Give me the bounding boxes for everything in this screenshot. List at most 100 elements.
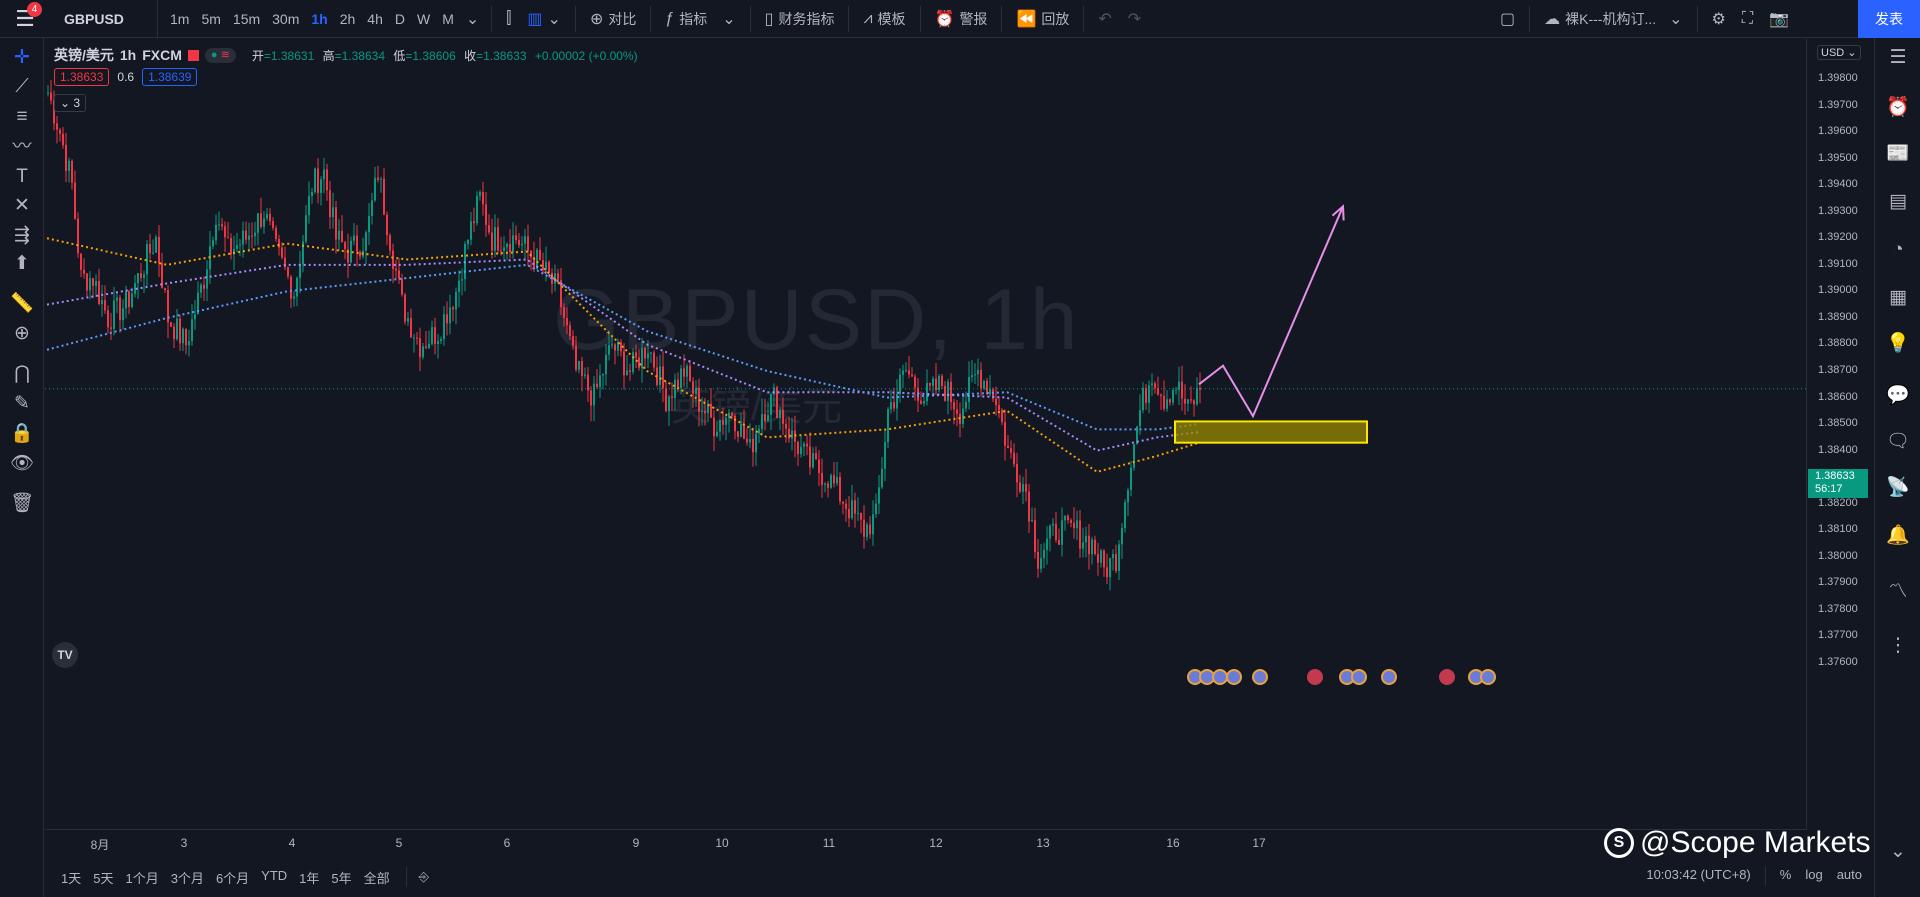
event-marker-uk[interactable] — [1307, 669, 1323, 685]
goto-date-icon[interactable]: ⎆ — [418, 869, 430, 884]
streams-icon[interactable]: 🗨 — [1885, 431, 1911, 452]
event-marker-us[interactable] — [1252, 669, 1268, 685]
projection-icon[interactable]: ⇶ — [14, 225, 30, 246]
symbol-search-button[interactable]: GBPUSD — [50, 0, 158, 38]
candle-body — [158, 236, 160, 264]
ruler-icon[interactable]: 📏 — [10, 293, 34, 314]
crosshair-icon[interactable]: ✛ — [14, 47, 30, 68]
tradingview-logo[interactable]: TV — [52, 642, 78, 668]
trend-line-icon[interactable]: ⟋ — [15, 76, 29, 97]
magnet-icon[interactable]: ⋂ — [14, 363, 30, 384]
horizontal-lines-icon[interactable]: ≡ — [16, 106, 28, 127]
bar-style-button[interactable]: ⫿ — [498, 0, 519, 38]
pitchfork-icon[interactable]: 〰 — [12, 136, 32, 157]
percent-scale-button[interactable]: % — [1779, 867, 1792, 882]
candle-body — [1007, 445, 1009, 449]
hotlist-icon[interactable]: ◔ — [1892, 239, 1904, 260]
auto-scale-button[interactable]: auto — [1836, 867, 1862, 882]
templates-button[interactable]: ⩘ 模板 — [855, 0, 913, 38]
trading-panel-icon[interactable]: 〽 — [1888, 581, 1908, 602]
data-window-icon[interactable]: ▤ — [1889, 191, 1907, 212]
main-menu-button[interactable]: ☰ 4 — [0, 0, 50, 38]
chart-pane[interactable]: GBPUSD, 1h 英镑/美元 英镑/美元 1h FXCM ● ≋ 开=1.3… — [45, 39, 1806, 830]
indicators-button[interactable]: ƒ 指标 ⌄ — [657, 0, 743, 38]
interval-1m-button[interactable]: 1m — [170, 10, 190, 27]
clock[interactable]: 10:03:42 (UTC+8) — [1646, 867, 1751, 882]
price-tick-label: 1.39600 — [1818, 125, 1858, 138]
range-button[interactable]: 1年 — [299, 870, 320, 886]
event-marker-us[interactable] — [1351, 669, 1367, 685]
interval-d-button[interactable]: D — [394, 10, 405, 27]
range-button[interactable]: YTD — [261, 867, 288, 883]
event-marker-uk[interactable] — [1439, 669, 1455, 685]
collapse-icon[interactable]: ⌄ — [1890, 841, 1906, 862]
event-marker-us[interactable] — [1480, 669, 1496, 685]
alert-button[interactable]: ⏰ 警报 — [927, 0, 996, 38]
candle-body — [722, 420, 724, 425]
snapshot-button[interactable]: 📷 — [1761, 0, 1797, 38]
candle-body — [131, 293, 133, 308]
alerts-icon[interactable]: ⏰ — [1886, 97, 1910, 118]
range-button[interactable]: 5年 — [331, 870, 352, 886]
settings-button[interactable]: ⚙ — [1704, 0, 1734, 38]
market-status-pill[interactable]: ● ≋ — [204, 47, 236, 63]
pattern-icon[interactable]: ✕ — [14, 195, 30, 216]
candle-body — [284, 257, 286, 268]
lock-icon[interactable]: 🔒 — [10, 423, 34, 444]
notifications-icon[interactable]: 🔔 — [1886, 525, 1910, 546]
interval-2h-button[interactable]: 2h — [339, 10, 356, 27]
news-icon[interactable]: 📰 — [1886, 143, 1910, 164]
range-button[interactable]: 6个月 — [215, 870, 250, 886]
log-scale-button[interactable]: log — [1805, 867, 1823, 882]
time-axis[interactable]: 8月 3 4 5 6 9 10 11 12 13 16 17 — [45, 829, 1806, 857]
chat-icon[interactable]: 💬 — [1886, 385, 1910, 406]
currency-selector[interactable]: USD ⌄ — [1817, 45, 1861, 60]
undo-button[interactable]: ↶ — [1090, 0, 1119, 38]
interval-w-button[interactable]: W — [417, 10, 431, 27]
event-marker-us[interactable] — [1226, 669, 1242, 685]
layout-select-button[interactable]: ▢ — [1492, 0, 1523, 38]
zoom-in-icon[interactable]: ⊕ — [14, 323, 30, 344]
price-axis[interactable]: 1.37600 1.37700 1.37800 1.37900 1.38000 1.381… — [1806, 39, 1874, 830]
publish-button[interactable]: 发表 — [1858, 0, 1920, 38]
event-marker-us[interactable] — [1381, 669, 1397, 685]
watchlist-icon[interactable]: ☰ — [1889, 47, 1907, 68]
interval-1h-button[interactable]: 1h — [311, 10, 328, 27]
pencil-lock-icon[interactable]: ✎ — [14, 393, 30, 414]
range-button[interactable]: 1个月 — [125, 870, 159, 886]
text-tool-icon[interactable]: T — [16, 166, 28, 187]
range-button[interactable]: 3个月 — [170, 870, 204, 886]
sell-price-button[interactable]: 1.38633 — [54, 68, 110, 86]
ideas-icon[interactable]: 💡 — [1886, 333, 1910, 354]
interval-dropdown-icon[interactable]: ⌄ — [465, 10, 480, 28]
calendar-icon[interactable]: ▦ — [1889, 287, 1907, 308]
compare-button[interactable]: ⊕ 对比 — [582, 0, 644, 38]
candle-style-button[interactable]: ▥ ⌄ — [519, 0, 569, 38]
interval-m-button[interactable]: M — [442, 10, 454, 27]
replay-button[interactable]: ⏪ 回放 — [1008, 0, 1077, 38]
candle-body — [245, 230, 247, 240]
financials-button[interactable]: ▯ 财务指标 — [757, 0, 843, 38]
redo-button[interactable]: ↷ — [1120, 0, 1149, 38]
last-price-value: 1.38633 — [1815, 470, 1855, 482]
range-button[interactable]: 5天 — [93, 870, 114, 886]
range-button[interactable]: 全部 — [363, 870, 390, 886]
more-icon[interactable]: ⋮ — [1888, 635, 1908, 656]
fullscreen-button[interactable]: ⛶ — [1734, 0, 1761, 38]
candle-body — [731, 412, 733, 416]
range-button[interactable]: 1天 — [61, 870, 82, 886]
interval-4h-button[interactable]: 4h — [367, 10, 383, 27]
interval-5m-button[interactable]: 5m — [201, 10, 221, 27]
buy-price-button[interactable]: 1.38639 — [142, 68, 198, 86]
candle-body — [182, 328, 184, 344]
interval-15m-button[interactable]: 15m — [232, 10, 261, 27]
fullscreen-icon: ⛶ — [1741, 10, 1754, 27]
indicators-toggle[interactable]: ⌄ 3 — [54, 94, 87, 112]
trash-icon[interactable]: 🗑 — [9, 493, 35, 514]
eye-icon[interactable]: 👁 — [9, 453, 35, 474]
broadcast-icon[interactable]: 📡 — [1886, 477, 1910, 498]
candle-body — [488, 225, 490, 233]
layout-name-button[interactable]: ☁ 裸K---机构订... ⌄ — [1536, 0, 1690, 38]
arrow-up-icon[interactable]: ⬆ — [14, 253, 30, 274]
interval-30m-button[interactable]: 30m — [272, 10, 300, 27]
